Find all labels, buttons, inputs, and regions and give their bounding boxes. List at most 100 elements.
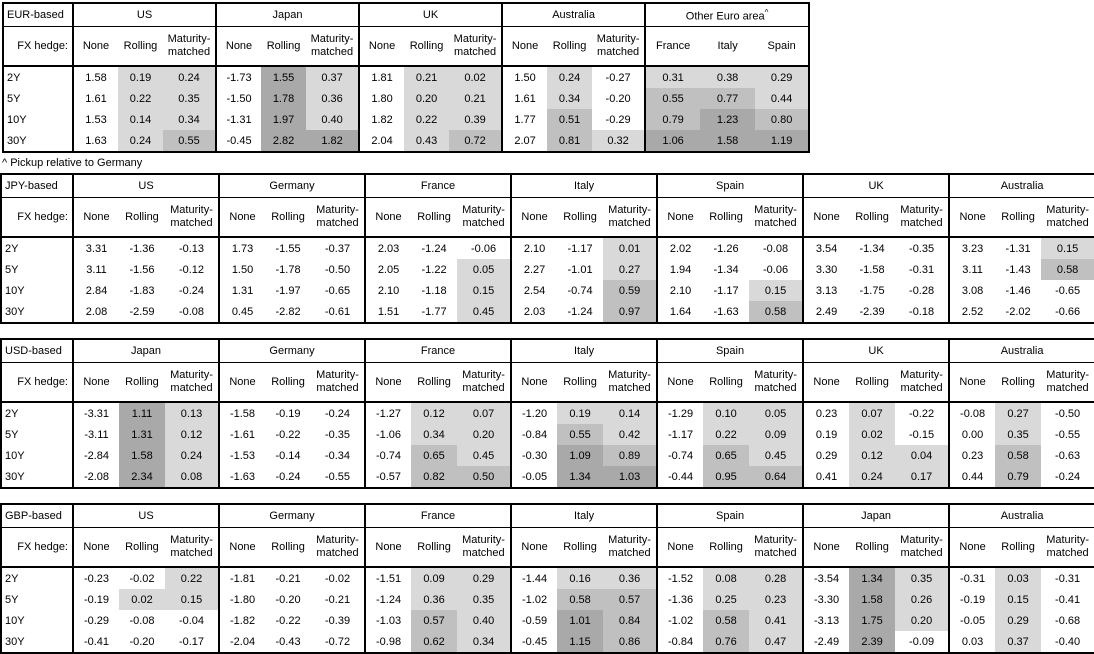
- value-cell: -1.31: [1005, 242, 1031, 255]
- value-cell: 0.34: [163, 109, 217, 130]
- country-header: US: [71, 3, 217, 27]
- value-cell: 1.31: [218, 280, 266, 301]
- value-cell: -0.20: [275, 593, 301, 606]
- value-cell: -0.50: [324, 263, 351, 276]
- value-cell: 0.34: [547, 88, 593, 109]
- value-cell: 1.31: [119, 424, 165, 445]
- value-cell: -1.78: [275, 263, 301, 276]
- value-cell: -1.53: [218, 445, 266, 466]
- value-cell: 0.58: [703, 610, 750, 631]
- value-cell: -0.21: [324, 593, 351, 606]
- value-cell: 0.23: [948, 445, 996, 466]
- hedge-type-header: Maturity-matched: [306, 26, 360, 67]
- value-cell: 0.01: [603, 237, 658, 259]
- value-cell: -0.21: [275, 572, 301, 585]
- hedge-type-header: Rolling: [703, 362, 750, 403]
- value-cell: 0.65: [703, 445, 750, 466]
- hedge-type-header: Spain: [755, 26, 810, 67]
- hedge-type-header: Rolling: [995, 362, 1042, 403]
- value-cell: 0.15: [1041, 237, 1094, 259]
- value-cell: 0.40: [306, 109, 360, 130]
- value-cell: 1.61: [72, 88, 118, 109]
- value-cell: -0.27: [605, 71, 631, 84]
- value-cell: 0.36: [306, 88, 360, 109]
- value-cell: 0.45: [218, 301, 266, 323]
- value-cell: 0.07: [849, 402, 896, 424]
- value-cell: 0.19: [118, 66, 163, 88]
- value-cell: 0.15: [995, 589, 1042, 610]
- value-cell: -1.97: [275, 284, 301, 297]
- value-cell: 3.11: [72, 259, 119, 280]
- value-cell: -0.23: [72, 567, 119, 589]
- value-cell: -0.24: [1055, 470, 1081, 483]
- value-cell: -0.24: [324, 407, 351, 420]
- value-cell: 0.27: [603, 259, 658, 280]
- hedge-type-header: None: [802, 527, 850, 568]
- value-cell: 2.03: [510, 301, 558, 323]
- value-cell: 0.34: [457, 631, 512, 653]
- data-row-5y: 5Y 1.61 0.22 0.35 -1.50 1.78 0.36 1.80 0.20 0.21 1…: [3, 88, 810, 109]
- value-cell: -0.29: [605, 113, 631, 126]
- value-cell: 1.78: [261, 88, 307, 109]
- value-cell: -0.98: [364, 631, 412, 653]
- hedge-type-header: Maturity-matched: [895, 527, 950, 568]
- value-cell: -0.09: [909, 635, 935, 648]
- value-cell: 1.34: [849, 567, 896, 589]
- value-cell: 0.55: [644, 88, 701, 109]
- value-cell: 0.02: [119, 589, 165, 610]
- hedge-type-header: None: [218, 362, 266, 403]
- hedge-type-header: Rolling: [119, 197, 165, 238]
- value-cell: -0.41: [72, 631, 119, 653]
- hedge-type-header: None: [656, 362, 704, 403]
- value-cell: 0.41: [802, 466, 850, 488]
- value-cell: -0.37: [324, 242, 351, 255]
- value-cell: 2.02: [656, 237, 704, 259]
- data-row-2y: 2Y 3.31 -1.36 -0.13 1.73 -1.55 -0.37 2.03 -1.24 -…: [1, 237, 1094, 259]
- hedge-type-header: Rolling: [265, 527, 312, 568]
- value-cell: 1.77: [501, 109, 548, 130]
- value-cell: -1.58: [859, 263, 885, 276]
- value-cell: -0.45: [510, 631, 558, 653]
- value-cell: 0.84: [603, 610, 658, 631]
- data-row-30y: 30Y -2.08 2.34 0.08 -1.63 -0.24 -0.55 -0.57 0.82…: [1, 466, 1094, 488]
- footnote: ^ Pickup relative to Germany: [2, 157, 143, 169]
- value-cell: 0.58: [1041, 259, 1094, 280]
- value-cell: 2.54: [510, 280, 558, 301]
- value-cell: 2.05: [364, 259, 412, 280]
- value-cell: -0.55: [1055, 428, 1081, 441]
- value-cell: 1.19: [755, 130, 810, 152]
- hedge-type-header: Italy: [700, 26, 756, 67]
- hedge-type-header: None: [802, 362, 850, 403]
- value-cell: -0.31: [909, 263, 935, 276]
- value-cell: -0.31: [1055, 572, 1081, 585]
- hedge-type-header: Maturity-matched: [1041, 197, 1094, 238]
- value-cell: -0.31: [948, 567, 996, 589]
- value-cell: -1.18: [421, 284, 447, 297]
- value-cell: 0.82: [411, 466, 458, 488]
- value-cell: -0.39: [324, 614, 351, 627]
- hedge-type-header: None: [510, 527, 558, 568]
- value-cell: 0.65: [411, 445, 458, 466]
- value-cell: 0.42: [603, 424, 658, 445]
- value-cell: 1.63: [72, 130, 118, 152]
- value-cell: -0.19: [275, 407, 301, 420]
- value-cell: 1.09: [557, 445, 604, 466]
- country-header: Japan: [71, 339, 220, 363]
- value-cell: 2.34: [119, 466, 165, 488]
- hedge-type-header: None: [218, 527, 266, 568]
- value-cell: -2.82: [275, 305, 301, 318]
- value-cell: 0.29: [457, 567, 512, 589]
- value-cell: 3.11: [948, 259, 996, 280]
- hedge-type-header: None: [948, 362, 996, 403]
- value-cell: -1.26: [713, 242, 739, 255]
- country-header: France: [364, 504, 512, 528]
- value-cell: -2.08: [72, 466, 119, 488]
- hedge-type-header: None: [215, 26, 262, 67]
- country-header: UK: [358, 3, 503, 27]
- value-cell: -0.24: [275, 470, 301, 483]
- hedge-type-header: Maturity-matched: [895, 197, 950, 238]
- value-cell: -0.02: [129, 572, 155, 585]
- footnote-marker: ^: [764, 7, 769, 17]
- value-cell: 1.81: [358, 66, 405, 88]
